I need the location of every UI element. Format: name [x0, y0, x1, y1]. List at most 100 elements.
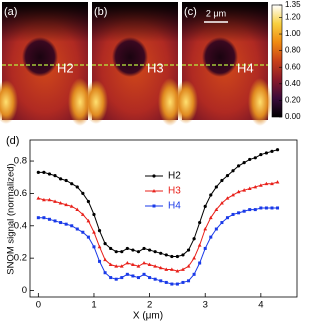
data-point — [209, 193, 213, 197]
bright-feature — [0, 80, 18, 124]
data-point — [237, 211, 241, 215]
bright-feature — [174, 80, 198, 124]
data-point — [242, 209, 246, 213]
data-point — [53, 174, 57, 178]
data-point — [142, 261, 146, 265]
data-point — [114, 264, 119, 268]
data-point — [109, 246, 113, 251]
data-point — [153, 264, 158, 268]
data-point — [253, 208, 257, 212]
data-point — [270, 206, 274, 210]
colorbar — [271, 4, 283, 118]
data-point — [75, 207, 80, 211]
bright-feature — [248, 78, 272, 126]
data-point — [36, 170, 40, 174]
legend-label: H4 — [168, 201, 181, 212]
colorbar-tick-label: 0.20 — [285, 96, 301, 105]
data-point — [225, 196, 230, 200]
data-point — [136, 276, 140, 280]
sample-name: H3 — [147, 60, 164, 75]
data-point — [236, 189, 241, 194]
y-tick-label: 0.4 — [14, 220, 27, 231]
data-point — [259, 206, 263, 210]
image-panel: (c) H4 — [174, 2, 272, 126]
legend-label: H3 — [168, 186, 181, 197]
data-point — [220, 178, 224, 183]
data-point — [42, 170, 46, 174]
y-axis-label: SNOM signal (normalized) — [6, 163, 17, 274]
data-point — [148, 276, 152, 280]
data-point — [181, 267, 185, 271]
data-point — [169, 267, 174, 271]
colorbar-tick-label: 0.80 — [285, 46, 301, 55]
data-point — [186, 248, 191, 252]
data-point — [270, 149, 274, 153]
data-point — [214, 207, 219, 211]
data-point — [236, 164, 241, 168]
panel-label: (d) — [6, 135, 19, 147]
dark-blob — [202, 37, 238, 77]
data-point — [164, 253, 168, 257]
x-tick-label: 0 — [36, 300, 41, 311]
data-point — [209, 235, 213, 239]
image-panels: (a) H2 (b) H3 (c) H4 2 μm — [0, 2, 272, 126]
x-axis-label: X (μm) — [133, 311, 163, 322]
data-point — [225, 174, 230, 178]
data-point — [131, 274, 135, 278]
legend-marker — [152, 204, 156, 208]
data-point — [231, 193, 235, 197]
dark-blob — [112, 37, 148, 77]
x-tick-label: 1 — [91, 300, 96, 311]
colorbar-tick-label: 0.00 — [285, 112, 301, 121]
data-point — [136, 250, 141, 254]
bright-feature — [84, 80, 108, 124]
data-point — [147, 262, 152, 267]
data-point — [42, 197, 46, 202]
colorbar-tick-label: 0.40 — [285, 79, 301, 88]
x-tick-label: 4 — [258, 300, 263, 311]
panel-label: (a) — [4, 6, 17, 18]
data-point — [198, 220, 202, 225]
data-point — [59, 221, 63, 225]
y-tick-label: 0 — [22, 285, 27, 296]
panel-top — [2, 2, 88, 42]
data-point — [153, 277, 157, 281]
data-point — [86, 235, 90, 239]
data-point — [220, 201, 224, 205]
data-point — [264, 181, 269, 186]
data-point — [136, 264, 141, 268]
data-point — [125, 246, 129, 251]
data-point — [247, 186, 252, 190]
data-point — [125, 272, 129, 276]
data-point — [192, 272, 196, 276]
data-point — [108, 262, 113, 267]
data-point — [259, 152, 263, 157]
plot-frame — [29, 139, 298, 298]
data-point — [36, 196, 41, 200]
data-point — [275, 180, 280, 184]
data-point — [120, 276, 124, 280]
data-point — [53, 199, 57, 203]
data-point — [170, 254, 174, 259]
data-point — [225, 216, 229, 220]
data-point — [142, 246, 146, 251]
data-point — [231, 169, 235, 173]
data-point — [119, 264, 124, 268]
data-point — [42, 216, 46, 220]
data-point — [64, 178, 68, 183]
data-point — [208, 215, 213, 220]
data-point — [197, 243, 202, 247]
data-point — [81, 230, 85, 234]
data-point — [70, 182, 74, 186]
data-point — [203, 227, 208, 231]
panel-label: (c) — [184, 6, 197, 18]
data-point — [103, 271, 107, 275]
data-point — [192, 256, 196, 260]
data-point — [253, 156, 257, 160]
series-line — [38, 181, 278, 272]
colorbar-tick-label: 1.20 — [285, 13, 301, 22]
data-point — [203, 204, 207, 208]
data-point — [175, 254, 180, 259]
colorbar-tick-label: 1.00 — [285, 29, 301, 38]
colorbar-tick-label: 1.35 — [285, 0, 301, 9]
